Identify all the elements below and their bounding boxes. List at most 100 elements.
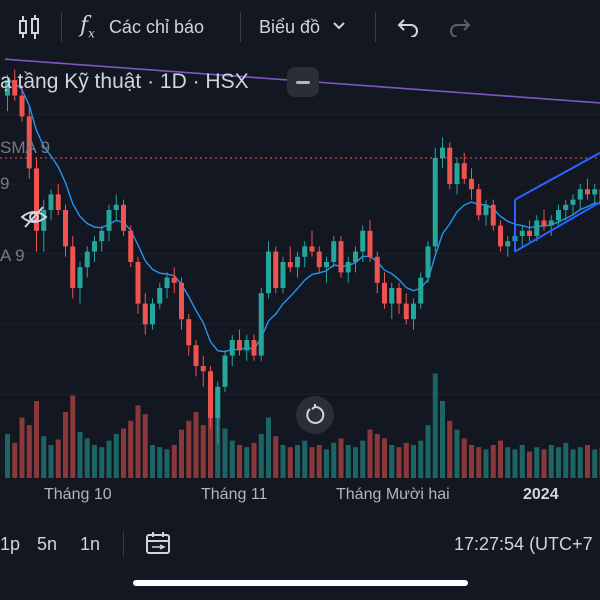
- candle-body: [258, 293, 264, 356]
- volume-bar: [447, 420, 453, 478]
- candle-body: [432, 158, 438, 247]
- candle-body: [403, 303, 409, 320]
- volume-bar: [527, 451, 532, 478]
- chevron-down-icon: [332, 18, 346, 36]
- volume-bar: [425, 425, 431, 478]
- volume-bar: [498, 440, 503, 478]
- date-range-icon[interactable]: [145, 531, 171, 562]
- range-button[interactable]: 1p: [0, 534, 21, 554]
- toolbar-divider: [240, 12, 241, 42]
- volume-bar: [302, 440, 308, 478]
- candles-icon[interactable]: [16, 0, 42, 54]
- candle-body: [469, 178, 474, 190]
- sma-legend[interactable]: SMA 9: [0, 138, 51, 157]
- ema-legend[interactable]: A 9: [0, 246, 25, 265]
- symbol-legend-title: ạ tầng Kỹ thuật · 1D · HSX: [0, 70, 249, 93]
- candle-body: [164, 277, 170, 288]
- x-axis-label: Tháng 11: [201, 486, 268, 503]
- volume-bar: [121, 428, 126, 478]
- candle-body: [527, 230, 532, 236]
- candle-body: [99, 230, 105, 242]
- candle-body: [345, 262, 351, 273]
- candle-body: [338, 241, 344, 273]
- volume-bar: [55, 439, 61, 478]
- volume-bar: [157, 447, 163, 478]
- candle-body: [295, 256, 300, 268]
- volume-bar: [251, 442, 257, 478]
- volume-bar: [432, 373, 438, 478]
- candle-body: [26, 116, 32, 169]
- candle-body: [447, 147, 453, 184]
- volume-bar: [577, 447, 583, 478]
- candle-body: [360, 230, 366, 252]
- home-indicator: [133, 580, 468, 586]
- volume-bar: [5, 434, 10, 478]
- candle-body: [215, 386, 221, 418]
- indicator-legend[interactable]: 9: [0, 174, 10, 193]
- range-button[interactable]: 5n: [37, 534, 58, 554]
- volume-bar: [360, 440, 366, 478]
- candle-body: [302, 246, 308, 257]
- undo-icon[interactable]: [396, 0, 420, 54]
- candle-body: [5, 80, 10, 96]
- reset-chart-button[interactable]: [296, 396, 334, 434]
- volume-bar: [258, 434, 264, 478]
- candle-body: [353, 251, 358, 262]
- volume-bar: [461, 438, 467, 478]
- volume-bar: [440, 401, 445, 478]
- volume-bar: [193, 412, 199, 478]
- volume-bar: [41, 436, 47, 478]
- volume-bar: [396, 447, 402, 478]
- volume-bar: [222, 428, 228, 478]
- chart-type-button[interactable]: Biểu đồ: [259, 0, 346, 54]
- candle-body: [63, 210, 68, 247]
- volume-bar: [556, 447, 561, 478]
- reset-icon: [306, 404, 325, 424]
- candle-body: [425, 246, 431, 278]
- candle-body: [280, 262, 286, 288]
- candle-body: [287, 262, 293, 268]
- volume-bar: [411, 445, 416, 478]
- candle-body: [476, 189, 482, 216]
- volume-bar: [353, 447, 358, 478]
- volume-bar: [476, 447, 482, 478]
- candle-body: [12, 80, 18, 96]
- candle-body: [534, 220, 540, 236]
- clock-timezone[interactable]: 17:27:54 (UTC+7: [454, 534, 593, 554]
- volume-bar: [77, 431, 83, 478]
- candle-body: [266, 251, 271, 294]
- indicators-label: Các chỉ báo: [108, 16, 204, 37]
- candle-body: [106, 210, 112, 231]
- volume-bar: [266, 417, 271, 478]
- volume-bar: [295, 445, 300, 478]
- chart-canvas[interactable]: [0, 54, 600, 524]
- eye-off-icon[interactable]: [20, 205, 48, 234]
- indicators-button[interactable]: fx Các chỉ báo: [80, 0, 204, 54]
- candle-body: [229, 340, 235, 356]
- candle-body: [171, 277, 177, 283]
- volume-bar: [92, 445, 97, 478]
- candle-body: [237, 340, 242, 351]
- candle-body: [461, 163, 467, 179]
- volume-bar: [171, 445, 177, 478]
- volume-bar: [164, 449, 170, 478]
- candle-body: [77, 267, 83, 288]
- candle-body: [331, 241, 337, 262]
- candle-body: [251, 340, 257, 356]
- volume-bar: [563, 442, 569, 478]
- channel-upper-line: [514, 151, 600, 201]
- candle-body: [498, 225, 503, 247]
- collapse-legend-button[interactable]: [287, 67, 319, 97]
- chart-type-label: Biểu đồ: [259, 16, 321, 37]
- candle-body: [548, 220, 554, 226]
- volume-bar: [63, 412, 68, 478]
- volume-bar: [200, 425, 206, 478]
- volume-bar: [505, 447, 511, 478]
- price-chart[interactable]: [0, 54, 600, 524]
- redo-icon[interactable]: [448, 0, 472, 54]
- candle-body: [389, 288, 395, 304]
- volume-bar: [135, 405, 141, 478]
- range-button[interactable]: 1n: [80, 534, 101, 554]
- candle-body: [179, 282, 184, 320]
- volume-bar: [338, 438, 344, 478]
